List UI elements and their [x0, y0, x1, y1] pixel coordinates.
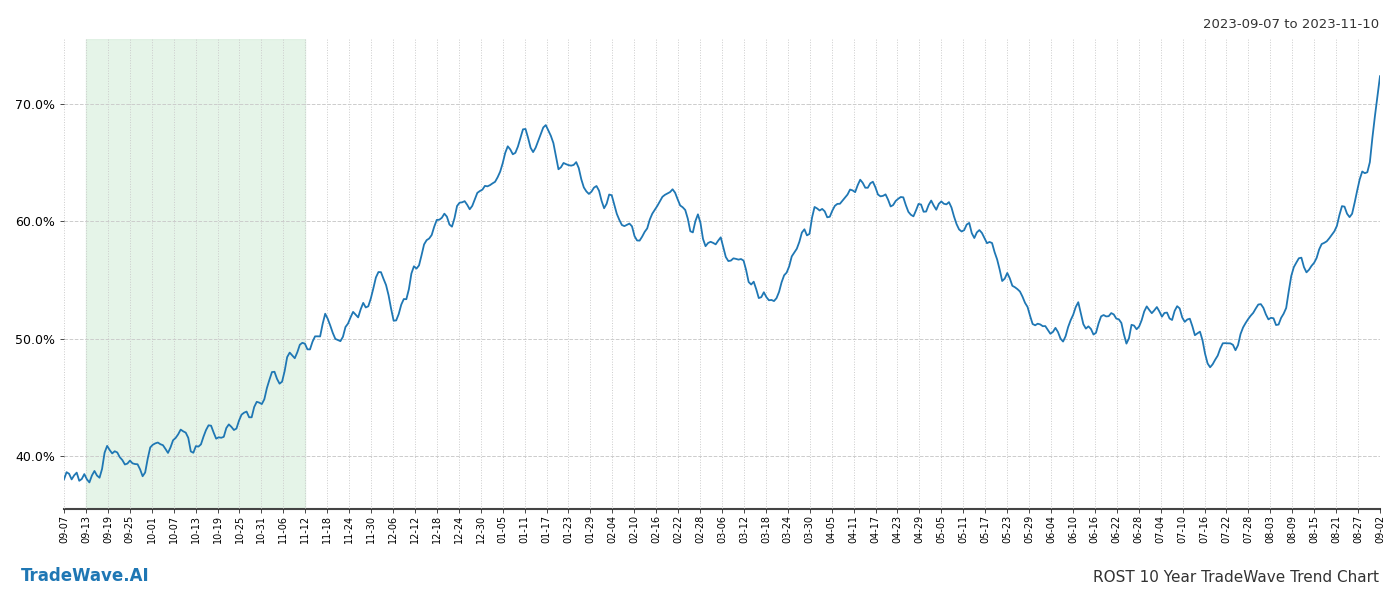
Bar: [85, 39, 305, 509]
Text: 2023-09-07 to 2023-11-10: 2023-09-07 to 2023-11-10: [1203, 18, 1379, 31]
Text: TradeWave.AI: TradeWave.AI: [21, 567, 150, 585]
Text: ROST 10 Year TradeWave Trend Chart: ROST 10 Year TradeWave Trend Chart: [1093, 570, 1379, 585]
